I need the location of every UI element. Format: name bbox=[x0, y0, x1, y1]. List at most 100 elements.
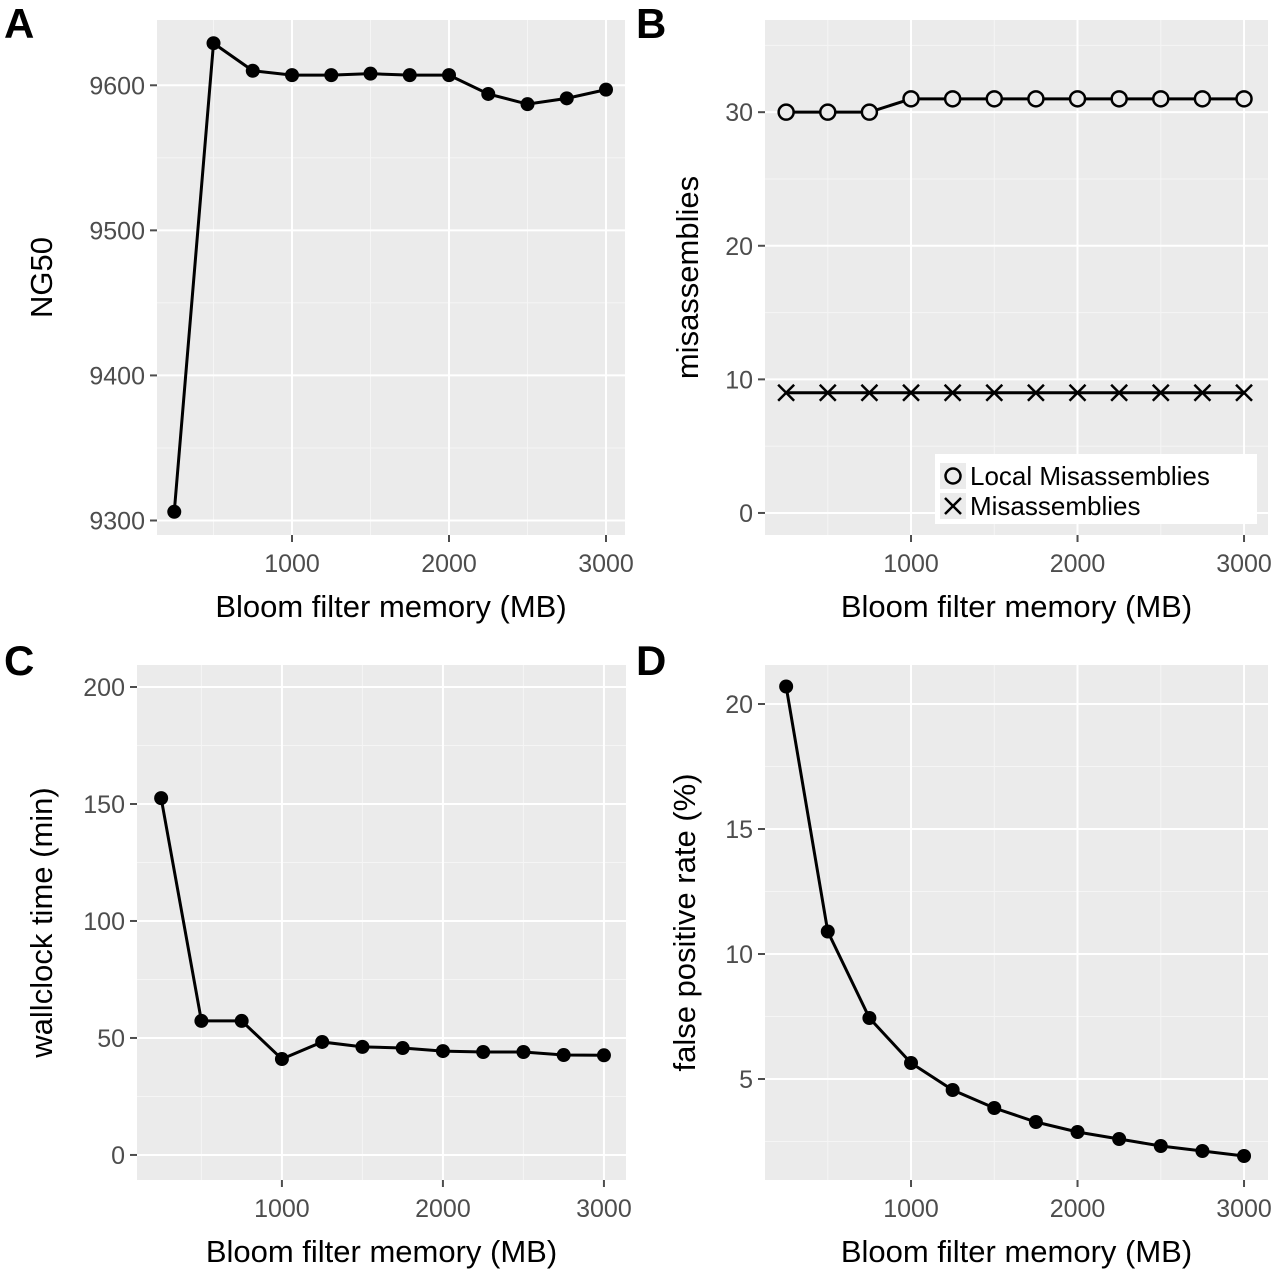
data-point bbox=[819, 103, 837, 121]
data-point bbox=[779, 679, 794, 694]
data-point bbox=[1027, 383, 1045, 402]
data-point bbox=[902, 90, 920, 108]
data-point bbox=[777, 103, 795, 121]
data-point bbox=[943, 90, 962, 108]
legend-label: Local Misassemblies bbox=[970, 461, 1210, 491]
legend-label: Misassemblies bbox=[970, 491, 1141, 521]
data-point bbox=[1193, 90, 1212, 108]
panel-D: 1000 2000 3000 5 10 15 20 Bloom filter memory (… bbox=[636, 637, 1272, 1269]
data-point bbox=[274, 1052, 289, 1067]
data-point bbox=[1110, 383, 1129, 402]
legend-key bbox=[940, 463, 966, 489]
data-point bbox=[234, 1013, 249, 1028]
data-point bbox=[435, 1044, 450, 1059]
data-point bbox=[860, 383, 879, 402]
x-tick-label: 3000 bbox=[1216, 550, 1272, 578]
plot-background bbox=[137, 665, 626, 1180]
data-point bbox=[1112, 1132, 1127, 1146]
x-axis-label: Bloom filter memory (MB) bbox=[215, 589, 566, 624]
data-point bbox=[1235, 90, 1253, 108]
data-point bbox=[860, 103, 879, 121]
y-axis-label: NG50 bbox=[24, 237, 59, 318]
y-tick-label: 200 bbox=[83, 674, 125, 702]
data-point bbox=[902, 383, 920, 402]
data-point bbox=[904, 1056, 919, 1070]
panel-A: 1000 2000 3000 9300 9400 9500 9600 Bloom filter… bbox=[4, 0, 634, 624]
data-point bbox=[985, 90, 1004, 108]
data-point bbox=[1237, 1149, 1252, 1163]
y-tick-label: 15 bbox=[725, 816, 753, 844]
x-tick-label: 1000 bbox=[883, 550, 939, 578]
data-point bbox=[559, 91, 574, 106]
data-point bbox=[285, 68, 300, 83]
data-point bbox=[1028, 1115, 1043, 1129]
y-axis-label: misassemblies bbox=[670, 176, 705, 379]
y-tick-label: 0 bbox=[739, 500, 753, 528]
open-circle-icon bbox=[944, 467, 962, 485]
panel-B: 1000 2000 3000 0 10 20 30 Bloom filter memory (… bbox=[636, 0, 1272, 624]
y-axis-label: wallclock time (min) bbox=[24, 787, 59, 1058]
y-tick-label: 9300 bbox=[89, 507, 145, 535]
data-point bbox=[245, 63, 260, 78]
y-tick-label: 50 bbox=[97, 1025, 125, 1053]
y-tick-label: 10 bbox=[725, 941, 753, 969]
x-tick-label: 2000 bbox=[421, 550, 477, 578]
x-tick-label: 1000 bbox=[883, 1195, 939, 1223]
data-point bbox=[987, 1101, 1002, 1115]
panel-label: B bbox=[636, 0, 666, 47]
x-axis-label: Bloom filter memory (MB) bbox=[206, 1234, 557, 1269]
data-point bbox=[820, 924, 835, 939]
data-point bbox=[985, 383, 1004, 402]
y-tick-label: 20 bbox=[725, 691, 753, 719]
legend-box bbox=[935, 454, 1257, 524]
x-tick-label: 2000 bbox=[415, 1195, 471, 1223]
data-point bbox=[481, 86, 496, 101]
panel-label: A bbox=[4, 0, 34, 47]
data-point bbox=[520, 97, 535, 112]
panel-label: C bbox=[4, 637, 34, 684]
data-point bbox=[1193, 383, 1212, 402]
data-point bbox=[1195, 1144, 1210, 1158]
data-point bbox=[324, 68, 339, 83]
data-point bbox=[355, 1039, 370, 1054]
data-point bbox=[1110, 90, 1128, 108]
data-point bbox=[1152, 90, 1170, 108]
plot-background bbox=[765, 665, 1268, 1180]
data-point bbox=[476, 1045, 491, 1060]
plot-background bbox=[157, 20, 625, 535]
data-point bbox=[777, 383, 796, 402]
data-point bbox=[818, 383, 837, 402]
data-point bbox=[862, 1011, 877, 1025]
y-tick-label: 10 bbox=[725, 366, 753, 394]
data-point bbox=[206, 36, 221, 51]
y-tick-label: 30 bbox=[725, 99, 753, 127]
plot-background bbox=[765, 20, 1268, 535]
x-tick-label: 3000 bbox=[1216, 1195, 1272, 1223]
y-tick-label: 20 bbox=[725, 233, 753, 261]
y-tick-label: 100 bbox=[83, 908, 125, 936]
y-tick-label: 5 bbox=[739, 1066, 753, 1094]
x-axis-label: Bloom filter memory (MB) bbox=[841, 589, 1192, 624]
data-point bbox=[442, 68, 457, 83]
data-point bbox=[402, 68, 417, 83]
data-point bbox=[1068, 383, 1087, 402]
data-point bbox=[596, 1048, 611, 1063]
cross-icon bbox=[944, 497, 962, 515]
x-tick-label: 3000 bbox=[576, 1195, 632, 1223]
panel-label: D bbox=[636, 637, 666, 684]
y-tick-label: 0 bbox=[111, 1142, 125, 1170]
y-tick-label: 9600 bbox=[89, 72, 145, 100]
x-tick-label: 1000 bbox=[264, 550, 320, 578]
data-point bbox=[1153, 1139, 1168, 1153]
y-tick-label: 9400 bbox=[89, 362, 145, 390]
data-point bbox=[945, 1083, 960, 1097]
data-point bbox=[516, 1045, 531, 1060]
x-tick-label: 1000 bbox=[254, 1195, 310, 1223]
data-point bbox=[1027, 90, 1045, 108]
data-point bbox=[167, 504, 182, 519]
data-point bbox=[315, 1034, 330, 1049]
data-point bbox=[363, 66, 378, 81]
data-point bbox=[1068, 90, 1087, 108]
